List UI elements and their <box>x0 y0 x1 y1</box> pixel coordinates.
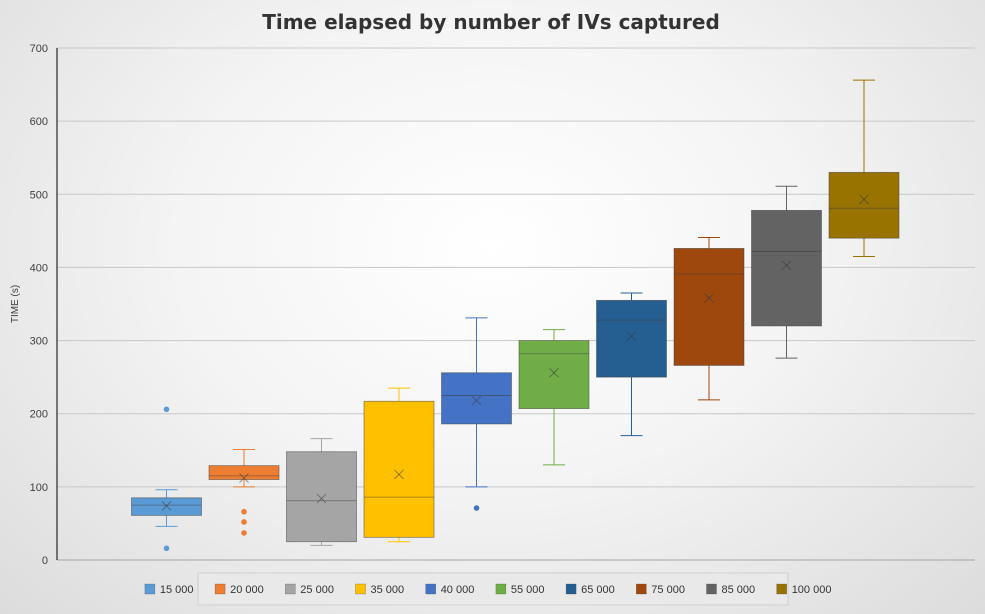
y-tick-label: 200 <box>30 409 48 421</box>
box-25000 <box>286 438 357 546</box>
legend-label: 65 000 <box>581 584 615 596</box>
box-40000 <box>441 317 512 511</box>
mean-marker <box>549 367 559 378</box>
mean-marker <box>316 493 327 504</box>
legend-label: 20 000 <box>230 584 264 596</box>
mean-marker <box>394 469 404 480</box>
legend-label: 55 000 <box>511 584 545 596</box>
mean-marker <box>626 331 637 342</box>
box-75000 <box>673 236 745 401</box>
chart-title: Time elapsed by number of IVs captured <box>262 10 720 34</box>
mean-marker-stroke <box>859 194 869 205</box>
box-55000 <box>518 329 590 466</box>
outlier-point <box>163 406 170 413</box>
legend-entry: 85 000 <box>706 583 756 596</box>
legend-entry: 25 000 <box>285 583 334 596</box>
y-tick-label: 300 <box>30 336 48 348</box>
legend-swatch <box>495 583 507 595</box>
y-tick-label: 700 <box>30 43 48 55</box>
outlier-point <box>241 519 247 525</box>
box-iqr <box>286 451 357 543</box>
mean-marker-stroke <box>781 260 792 271</box>
legend-entry: 55 000 <box>495 583 545 596</box>
outlier-point <box>241 530 247 536</box>
box-series <box>131 79 900 552</box>
box-iqr <box>673 248 745 366</box>
legend-entry: 65 000 <box>565 583 615 596</box>
y-axis-ticks: 0 100 200 300 400 500 600 700 <box>30 43 48 567</box>
y-axis-label: TIME (s) <box>10 285 21 323</box>
box-iqr <box>596 299 667 378</box>
legend-swatch <box>776 583 787 595</box>
legend-swatch <box>144 583 156 595</box>
mean-marker <box>859 194 869 205</box>
mean-marker-stroke <box>316 493 327 504</box>
mean-marker-stroke <box>161 501 172 511</box>
legend-label: 100 000 <box>792 584 832 596</box>
legend-label: 25 000 <box>300 584 334 596</box>
mean-marker <box>471 395 482 406</box>
gridlines <box>57 47 975 561</box>
box-65000 <box>596 292 667 437</box>
legend-box <box>197 572 789 606</box>
legend-swatch <box>425 583 436 595</box>
mean-marker <box>704 293 714 304</box>
outlier-point <box>163 545 170 552</box>
y-tick-label: 400 <box>30 262 48 274</box>
box-20000 <box>208 449 280 536</box>
box-iqr <box>131 497 202 516</box>
legend: 15 000 20 000 25 000 35 000 40 000 55 000 65 0… <box>144 572 832 606</box>
mean-marker <box>239 473 249 483</box>
box-iqr <box>751 209 822 327</box>
legend-label: 40 000 <box>441 584 475 596</box>
legend-entry: 35 000 <box>355 583 405 596</box>
legend-entry: 100 000 <box>776 583 832 596</box>
legend-swatch <box>636 583 647 595</box>
legend-label: 75 000 <box>651 584 685 596</box>
box-iqr <box>828 171 900 239</box>
box-35000 <box>363 387 435 543</box>
legend-entry: 20 000 <box>214 583 264 596</box>
box-iqr <box>518 340 590 409</box>
box-85000 <box>751 185 822 359</box>
mean-marker-stroke <box>239 473 249 483</box>
box-15000 <box>131 406 202 552</box>
legend-swatch <box>355 583 366 595</box>
mean-marker-stroke <box>549 367 559 378</box>
mean-marker-stroke <box>704 293 714 304</box>
legend-label: 15 000 <box>160 584 194 596</box>
mean-marker-stroke <box>471 395 482 406</box>
legend-entry: 75 000 <box>636 583 685 596</box>
legend-entry: 40 000 <box>425 583 475 596</box>
mean-marker <box>781 260 792 271</box>
legend-swatch <box>285 583 296 595</box>
mean-marker-stroke <box>394 469 404 480</box>
legend-label: 35 000 <box>371 584 405 596</box>
outlier-point <box>241 508 247 515</box>
legend-swatch <box>214 583 226 595</box>
box-100000 <box>828 79 900 257</box>
legend-label: 85 000 <box>722 584 756 596</box>
mean-marker-stroke <box>626 331 637 342</box>
y-tick-label: 100 <box>30 482 48 494</box>
box-iqr <box>363 400 435 538</box>
y-tick-label: 0 <box>42 555 48 567</box>
legend-swatch <box>706 583 717 595</box>
box-iqr <box>441 372 512 425</box>
y-tick-label: 600 <box>30 116 48 128</box>
outlier-point <box>473 505 480 511</box>
mean-marker <box>161 501 172 511</box>
legend-swatch <box>565 583 577 595</box>
y-tick-label: 500 <box>30 189 48 201</box>
legend-entry: 15 000 <box>144 583 194 596</box>
